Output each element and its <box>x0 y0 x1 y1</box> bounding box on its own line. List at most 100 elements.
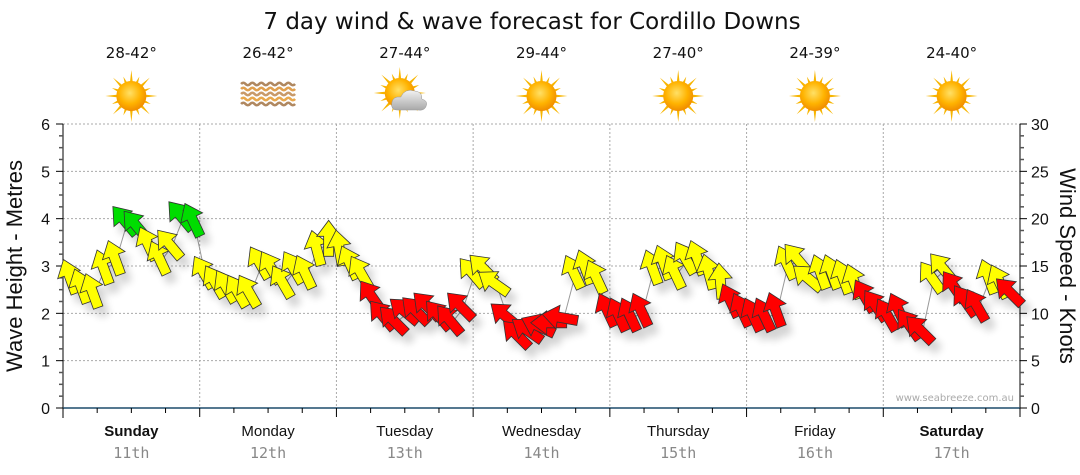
day-label: Wednesday <box>502 423 581 440</box>
wave-height-axis: 0 1 2 3 4 5 6 <box>41 117 64 418</box>
sun-ray <box>129 70 133 84</box>
wave-height-tick-label: 2 <box>41 306 50 323</box>
haze-icon <box>240 81 297 107</box>
temperature-range: 24-39° <box>789 44 840 62</box>
wind-arrow-shape <box>995 278 1027 309</box>
wind-speed-tick-label: 25 <box>1031 164 1049 181</box>
wind-arrow-shape <box>292 254 318 291</box>
sun-ray <box>652 94 666 98</box>
temperature-range: 24-40° <box>926 44 977 62</box>
sun-ray <box>950 108 954 122</box>
wind-arrow <box>157 229 186 262</box>
day-label: Thursday <box>647 423 710 440</box>
sun-ray <box>690 94 705 98</box>
sun-ray <box>539 70 544 84</box>
wind-arrow <box>628 292 654 329</box>
wave-height-tick-label: 1 <box>41 354 50 371</box>
cloud-shape <box>391 90 427 111</box>
wind-arrow <box>995 278 1027 309</box>
wave-height-tick-label: 3 <box>41 259 50 276</box>
wind-speed-tick-label: 20 <box>1031 212 1049 229</box>
sunny-icon <box>105 70 158 122</box>
wind-arrow <box>236 274 263 310</box>
date-label: 15th <box>660 444 696 462</box>
wind-speed-axis: 0 5 10 15 20 25 30 <box>1019 117 1049 418</box>
wind-arrow <box>79 273 104 310</box>
day-axis: Sunday 11th Monday 12th Tuesday 13th Wednesday… <box>62 407 1021 462</box>
wind-arrow-shape <box>964 288 991 324</box>
wind-speed-tick-label: 10 <box>1031 306 1049 323</box>
sun-ray <box>144 94 158 98</box>
date-label: 12th <box>250 444 286 462</box>
wind-arrow-shape <box>478 271 512 298</box>
wind-arrows <box>57 201 1027 352</box>
wind-arrow-shape <box>628 292 654 329</box>
wind-arrow-shape <box>180 202 206 239</box>
wind-speed-tick-label: 5 <box>1031 354 1040 371</box>
haze-wave <box>240 86 297 92</box>
wind-arrow-shape <box>101 239 126 277</box>
wind-arrow-shape <box>447 292 478 323</box>
wind-speed-axis-title: Wind Speed - Knots <box>1055 168 1080 364</box>
temperature-range: 27-40° <box>653 44 704 62</box>
sun-ray <box>554 94 568 98</box>
day-label: Monday <box>241 423 295 440</box>
wind-arrow <box>447 292 478 323</box>
wave-height-axis-title: Wave Height - Metres <box>2 160 27 372</box>
sun-ray <box>813 108 817 122</box>
sun-ray <box>788 94 803 98</box>
wind-speed-tick-label: 30 <box>1031 117 1049 134</box>
wave-height-tick-label: 6 <box>41 117 50 134</box>
day-headers: 28-42° 26-42° 27-44° 29-44° 27-40° 24-39° 24-4… <box>105 44 978 122</box>
wind-arrow <box>315 219 342 257</box>
sun-disc <box>663 81 694 111</box>
sun-disc <box>799 81 830 111</box>
sun-ray <box>515 94 529 98</box>
sun-ray <box>964 94 978 98</box>
haze-wave <box>240 91 297 97</box>
sun-ray <box>398 67 402 81</box>
haze-wave <box>240 81 297 87</box>
sun-ray <box>373 91 388 95</box>
date-label: 13th <box>387 444 423 462</box>
wind-arrow <box>478 271 512 298</box>
wind-arrow <box>906 316 937 347</box>
wind-arrow-shape <box>541 304 580 330</box>
wind-arrow-shape <box>157 229 186 262</box>
sun-ray <box>813 70 817 84</box>
wind-arrow <box>379 306 410 337</box>
wind-arrow <box>541 304 580 330</box>
wind-arrow <box>348 255 375 291</box>
wind-speed-tick-label: 15 <box>1031 259 1049 276</box>
partly-cloudy-icon <box>373 67 427 119</box>
sun-ray <box>925 94 939 98</box>
wind-arrow-shape <box>379 306 410 337</box>
sunny-icon <box>925 70 978 122</box>
date-label: 14th <box>523 444 559 462</box>
sunny-icon <box>652 70 705 122</box>
wind-arrow-shape <box>315 219 342 257</box>
sun-ray <box>827 94 841 98</box>
sun-disc <box>936 81 967 111</box>
date-label: 11th <box>113 444 149 462</box>
day-label: Friday <box>794 423 836 440</box>
date-label: 16th <box>797 444 833 462</box>
grid-lines <box>63 123 1020 408</box>
sun-ray <box>105 94 119 98</box>
day-label: Sunday <box>104 423 159 440</box>
temperature-range: 27-44° <box>379 44 430 62</box>
wind-arrow-shape <box>762 292 787 329</box>
wind-arrow-shape <box>79 273 104 310</box>
watermark: www.seabreeze.com.au <box>896 393 1014 404</box>
wind-arrow-shape <box>583 259 609 296</box>
wind-speed-tick-label: 0 <box>1031 401 1040 418</box>
wave-height-tick-label: 0 <box>41 401 50 418</box>
temperature-range: 29-44° <box>516 44 567 62</box>
day-label: Saturday <box>920 423 985 440</box>
haze-wave <box>240 96 297 102</box>
temperature-range: 28-42° <box>106 44 157 62</box>
wind-arrow <box>292 254 318 291</box>
wind-arrow <box>762 292 787 329</box>
wind-arrow-shape <box>906 316 937 347</box>
